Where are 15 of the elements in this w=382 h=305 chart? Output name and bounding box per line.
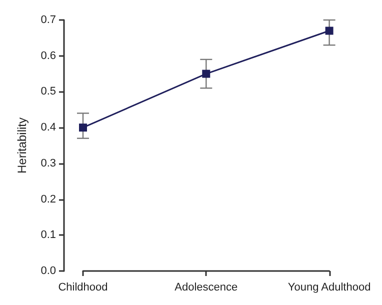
y-tick-label: 0.7 <box>40 14 56 26</box>
point <box>325 26 334 35</box>
point <box>79 124 87 132</box>
y-tick-label: 0.4 <box>40 122 56 134</box>
x-tick-label: Childhood <box>58 282 108 294</box>
y-tick-label: 0.6 <box>40 50 56 62</box>
y-tick-label: 0.3 <box>40 157 56 170</box>
x-tick-label: Adolescence <box>174 282 238 294</box>
y-tick-label: 0.0 <box>40 265 56 277</box>
y-tick-label: 0.2 <box>40 193 56 206</box>
point <box>202 70 210 78</box>
y-tick-label: 0.5 <box>40 86 56 98</box>
y-tick-label: 0.1 <box>40 229 56 242</box>
y-axis-title: Heritability <box>15 117 29 174</box>
x-tick-label: Young Adulthood <box>288 282 371 294</box>
